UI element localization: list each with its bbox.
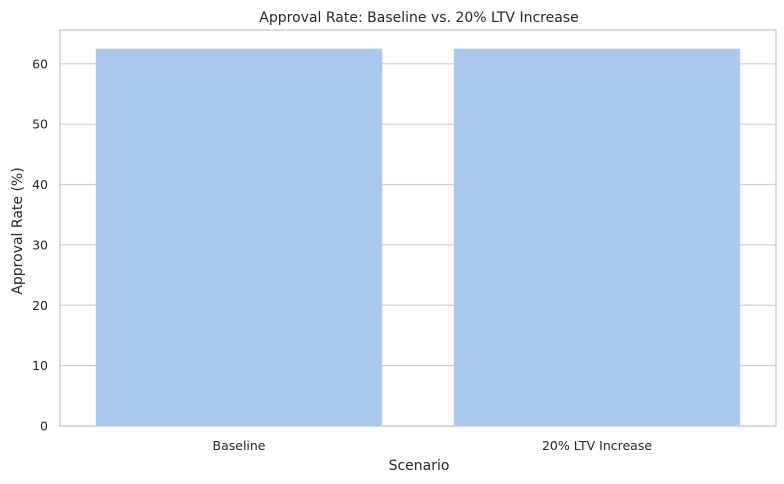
chart-title: Approval Rate: Baseline vs. 20% LTV Incr… [259,10,578,26]
bar [453,48,741,427]
axes-layer [59,29,777,427]
y-tick-label: 40 [32,177,48,192]
y-tick-label: 30 [32,237,48,252]
y-tick-label: 0 [40,419,48,434]
y-axis-label: Approval Rate (%) [10,167,26,294]
y-tick-label: 60 [32,56,48,71]
bars-layer [95,48,741,427]
bar [95,48,383,427]
y-tick-label: 10 [32,358,48,373]
x-axis-label: Scenario [389,458,450,474]
x-tick-label: 20% LTV Increase [542,438,652,453]
x-ticks: Baseline 20% LTV Increase [213,438,653,453]
y-tick-label: 50 [32,117,48,132]
y-tick-label: 20 [32,298,48,313]
axes-frame [59,29,777,427]
y-ticks: 0 10 20 30 40 50 60 [32,56,48,433]
x-tick-label: Baseline [213,438,266,453]
